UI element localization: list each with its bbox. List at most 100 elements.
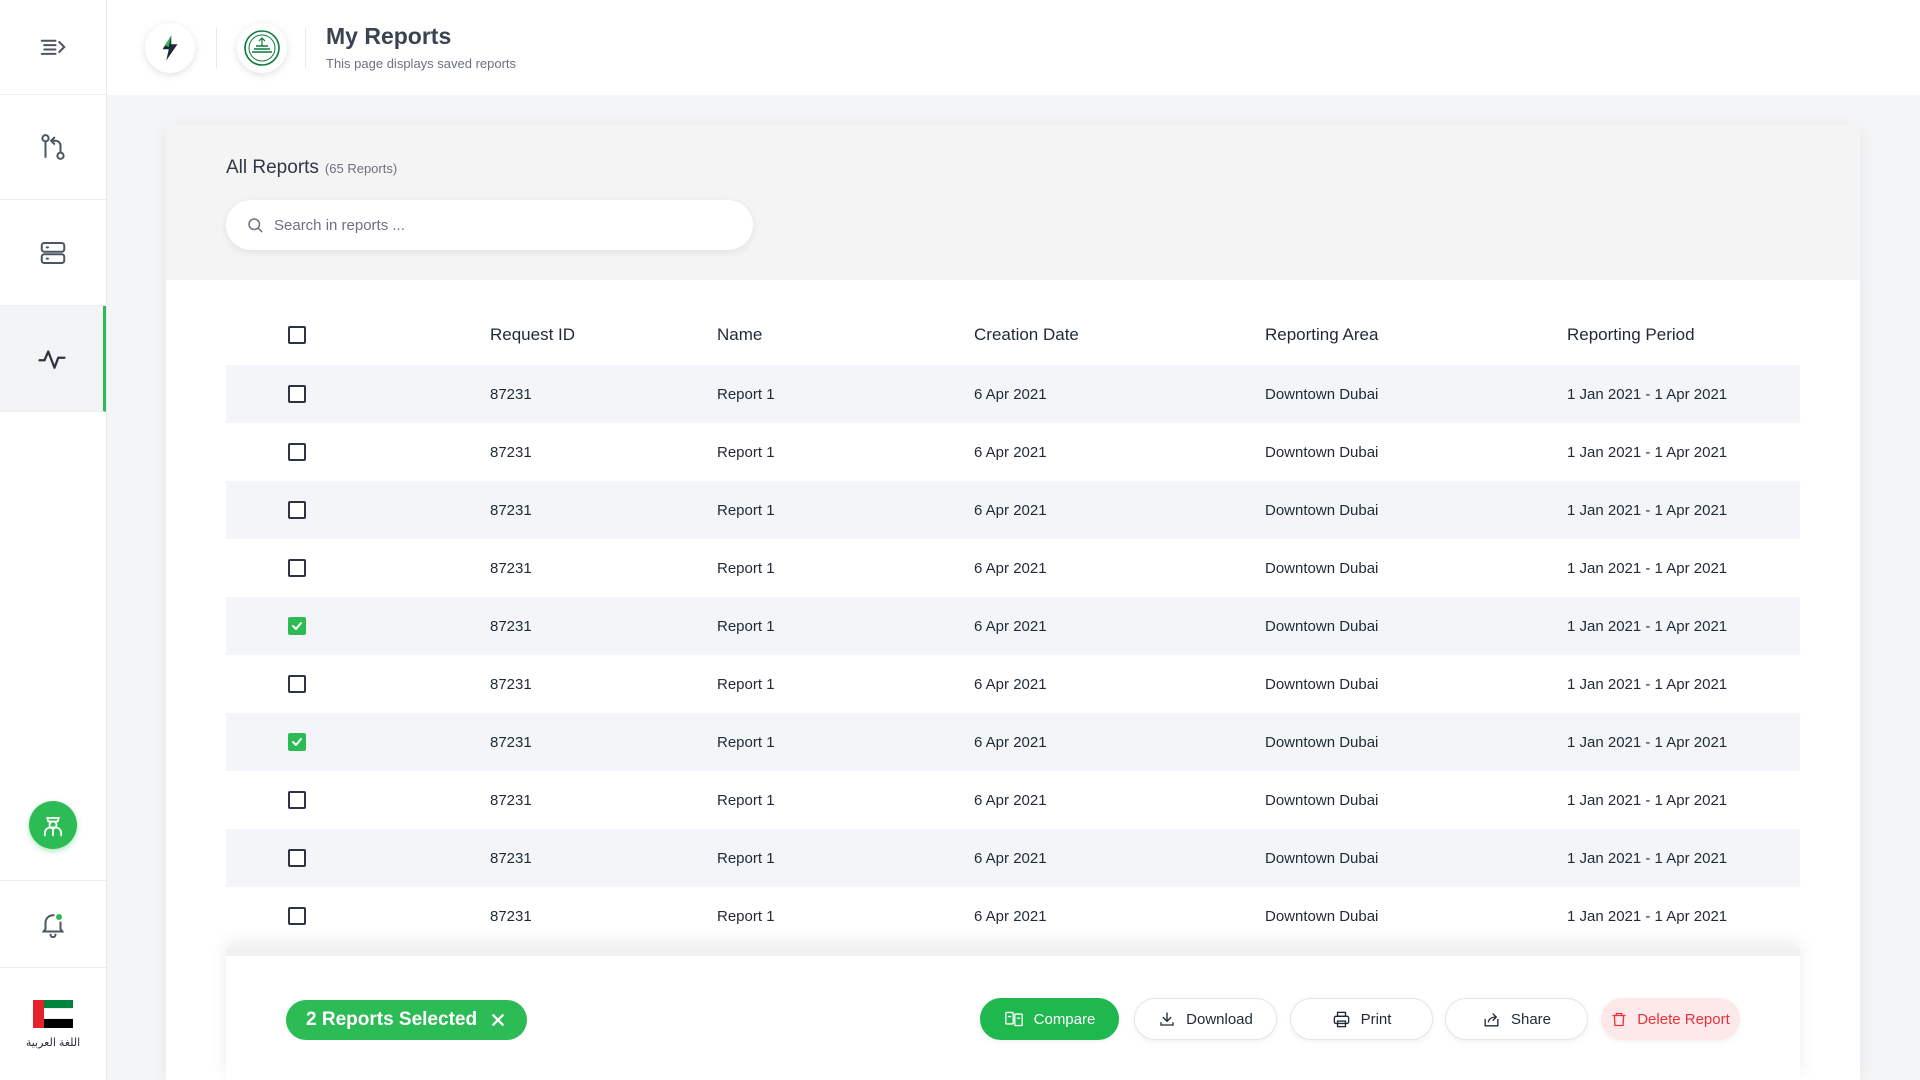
cell-name: Report 1 (717, 675, 775, 693)
cell-reporting-area: Downtown Dubai (1265, 617, 1379, 635)
compare-button[interactable]: Compare (980, 998, 1119, 1040)
emblem-icon (244, 30, 280, 66)
row-checkbox[interactable] (288, 501, 306, 519)
cell-name: Report 1 (717, 733, 775, 751)
print-button[interactable]: Print (1290, 998, 1433, 1040)
all-reports-heading: All Reports (226, 157, 319, 178)
close-icon[interactable] (491, 1013, 505, 1027)
table-row[interactable]: 87231 Report 1 6 Apr 2021 Downtown Dubai 1 J… (226, 887, 1800, 945)
download-button[interactable]: Download (1134, 998, 1277, 1040)
flag-green-stripe (44, 999, 73, 1009)
delete-report-button[interactable]: Delete Report (1601, 998, 1740, 1040)
cell-reporting-area: Downtown Dubai (1265, 559, 1379, 577)
cell-creation-date: 6 Apr 2021 (974, 443, 1047, 461)
cell-request-id: 87231 (490, 617, 532, 635)
section-title: All Reports (65 Reports) (226, 157, 397, 179)
cell-name: Report 1 (717, 791, 775, 809)
cell-reporting-area: Downtown Dubai (1265, 791, 1379, 809)
column-header-reporting-period[interactable]: Reporting Period (1567, 325, 1695, 344)
table-row[interactable]: 87231 Report 1 6 Apr 2021 Downtown Dubai 1 J… (226, 365, 1800, 423)
table-row[interactable]: 87231 Report 1 6 Apr 2021 Downtown Dubai 1 J… (226, 655, 1800, 713)
cell-creation-date: 6 Apr 2021 (974, 559, 1047, 577)
table-row[interactable]: 87231 Report 1 6 Apr 2021 Downtown Dubai 1 J… (226, 423, 1800, 481)
cell-name: Report 1 (717, 907, 775, 925)
reports-count: (65 Reports) (324, 161, 398, 176)
row-checkbox[interactable] (288, 675, 306, 693)
cell-request-id: 87231 (490, 385, 532, 403)
flag-white-stripe (44, 1008, 73, 1019)
cell-reporting-area: Downtown Dubai (1265, 443, 1379, 461)
download-label: Download (1186, 1010, 1253, 1028)
share-button[interactable]: Share (1445, 998, 1588, 1040)
cell-reporting-period: 1 Jan 2021 - 1 Apr 2021 (1567, 849, 1728, 867)
table-row[interactable]: 87231 Report 1 6 Apr 2021 Downtown Dubai 1 J… (226, 829, 1800, 887)
column-header-request-id[interactable]: Request ID (490, 325, 576, 344)
cell-creation-date: 6 Apr 2021 (974, 907, 1047, 925)
user-avatar[interactable] (29, 801, 77, 849)
search-box (226, 200, 753, 250)
row-checkbox[interactable] (288, 385, 306, 403)
search-icon (248, 218, 263, 233)
cell-reporting-period: 1 Jan 2021 - 1 Apr 2021 (1567, 907, 1728, 925)
share-label: Share (1510, 1010, 1552, 1028)
flag-red-band (33, 999, 44, 1028)
table-row[interactable]: 87231 Report 1 6 Apr 2021 Downtown Dubai 1 J… (226, 771, 1800, 829)
cell-reporting-period: 1 Jan 2021 - 1 Apr 2021 (1567, 733, 1728, 751)
notifications-button[interactable] (0, 880, 106, 968)
sidebar-item-compare[interactable] (0, 95, 106, 200)
share-icon (1484, 1012, 1499, 1027)
cell-request-id: 87231 (490, 907, 532, 925)
select-all-checkbox[interactable] (288, 326, 306, 344)
sidebar-item-reports[interactable] (0, 306, 106, 412)
row-checkbox[interactable] (288, 791, 306, 809)
reports-table: Request ID Name Creation Date Reporting … (226, 305, 1800, 945)
sidebar: اللغة العربية (0, 0, 107, 1080)
compare-icon (1004, 1011, 1023, 1027)
cell-reporting-period: 1 Jan 2021 - 1 Apr 2021 (1567, 675, 1728, 693)
cell-reporting-area: Downtown Dubai (1265, 501, 1379, 519)
user-officer-icon (43, 817, 63, 837)
bell-icon (41, 914, 65, 939)
menu-toggle-button[interactable] (0, 0, 106, 95)
row-checkbox[interactable] (288, 617, 306, 635)
column-header-name[interactable]: Name (717, 325, 763, 344)
cell-reporting-period: 1 Jan 2021 - 1 Apr 2021 (1567, 559, 1728, 577)
search-input[interactable] (274, 216, 734, 234)
cell-request-id: 87231 (490, 675, 532, 693)
cell-creation-date: 6 Apr 2021 (974, 733, 1047, 751)
cell-reporting-period: 1 Jan 2021 - 1 Apr 2021 (1567, 385, 1728, 403)
column-header-creation-date[interactable]: Creation Date (974, 325, 1079, 344)
card-header: All Reports (65 Reports) (166, 125, 1860, 280)
row-checkbox[interactable] (288, 849, 306, 867)
cell-reporting-period: 1 Jan 2021 - 1 Apr 2021 (1567, 617, 1728, 635)
cell-name: Report 1 (717, 443, 775, 461)
git-compare-icon (41, 134, 65, 160)
cell-name: Report 1 (717, 849, 775, 867)
table-row[interactable]: 87231 Report 1 6 Apr 2021 Downtown Dubai 1 J… (226, 597, 1800, 655)
page-subtitle: This page displays saved reports (326, 56, 517, 71)
cell-reporting-period: 1 Jan 2021 - 1 Apr 2021 (1567, 501, 1728, 519)
flag-black-stripe (44, 1018, 73, 1028)
cell-name: Report 1 (717, 501, 775, 519)
row-checkbox[interactable] (288, 443, 306, 461)
row-checkbox[interactable] (288, 733, 306, 751)
sidebar-item-data[interactable] (0, 200, 106, 306)
cell-request-id: 87231 (490, 733, 532, 751)
cell-creation-date: 6 Apr 2021 (974, 501, 1047, 519)
row-checkbox[interactable] (288, 559, 306, 577)
table-body: 87231 Report 1 6 Apr 2021 Downtown Dubai 1 J… (226, 365, 1800, 945)
table-row[interactable]: 87231 Report 1 6 Apr 2021 Downtown Dubai 1 J… (226, 481, 1800, 539)
table-header: Request ID Name Creation Date Reporting … (226, 305, 1800, 365)
delete-report-label: Delete Report (1637, 1010, 1730, 1028)
uae-flag-icon (33, 999, 73, 1028)
table-row[interactable]: 87231 Report 1 6 Apr 2021 Downtown Dubai 1 J… (226, 713, 1800, 771)
column-header-reporting-area[interactable]: Reporting Area (1265, 325, 1379, 344)
cell-creation-date: 6 Apr 2021 (974, 617, 1047, 635)
language-switch[interactable]: اللغة العربية (0, 968, 106, 1080)
table-row[interactable]: 87231 Report 1 6 Apr 2021 Downtown Dubai 1 J… (226, 539, 1800, 597)
page-header: My Reports This page displays saved repo… (107, 0, 1920, 95)
row-checkbox[interactable] (288, 907, 306, 925)
activity-pulse-icon (37, 349, 66, 369)
cell-reporting-period: 1 Jan 2021 - 1 Apr 2021 (1567, 791, 1728, 809)
cell-reporting-area: Downtown Dubai (1265, 385, 1379, 403)
